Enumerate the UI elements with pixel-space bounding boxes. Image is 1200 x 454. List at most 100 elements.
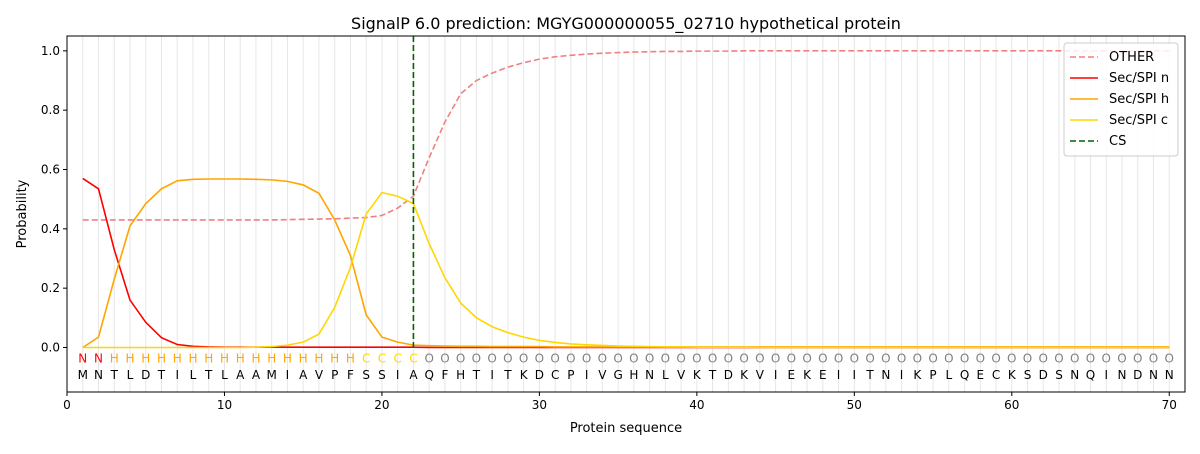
residue-letter: C [992,368,1000,382]
region-label: O [913,351,922,365]
series-line-4 [82,191,1170,349]
residue-letter: I [774,368,778,382]
residue-letter: N [1070,368,1079,382]
residue-letter: K [1008,368,1017,382]
y-tick-label: 0.8 [41,103,60,117]
residue-letter: P [567,368,574,382]
residue-letter: L [662,368,669,382]
x-tick-label: 0 [63,398,71,412]
x-tick-label: 70 [1162,398,1177,412]
residue-letter: L [221,368,228,382]
residue-letter: T [865,368,874,382]
region-label: O [424,351,433,365]
region-label: O [645,351,654,365]
x-tick-label: 50 [847,398,862,412]
residue-letter: D [724,368,733,382]
legend-label: Sec/SPI c [1109,113,1168,128]
region-label: O [598,351,607,365]
y-tick-label: 0.0 [41,341,60,355]
y-tick-label: 1.0 [41,44,60,58]
residue-letter: I [175,368,179,382]
region-label: O [519,351,528,365]
region-label: N [94,351,103,365]
residue-letter: I [490,368,494,382]
residue-letter: Q [424,368,433,382]
residue-letter: S [378,368,386,382]
region-label: O [724,351,733,365]
series-line-2 [82,177,1170,349]
region-label: H [141,351,150,365]
region-label: H [125,351,134,365]
y-tick-label: 0.6 [41,163,60,177]
region-label: H [251,351,260,365]
region-label: O [771,351,780,365]
residue-letter: L [945,368,952,382]
region-label: H [157,351,166,365]
residue-letter: T [503,368,512,382]
residue-letter: C [551,368,559,382]
region-label: O [802,351,811,365]
residue-letter: D [1039,368,1048,382]
legend-label: OTHER [1109,50,1154,65]
region-label: O [1117,351,1126,365]
residue-letter: T [472,368,481,382]
region-label: H [346,351,355,365]
residue-letter: A [252,368,261,382]
residue-letter: V [598,368,607,382]
region-label: O [1054,351,1063,365]
residue-letter: K [740,368,749,382]
region-label: O [1086,351,1095,365]
residue-letter: K [693,368,702,382]
region-label: O [881,351,890,365]
region-label: O [976,351,985,365]
region-label: O [755,351,764,365]
residue-letter: V [756,368,765,382]
series-lines [82,36,1170,349]
x-axis: 0 10 20 30 40 50 60 70 [63,392,1177,412]
x-tick-label: 40 [689,398,704,412]
residue-letter: Q [1086,368,1095,382]
region-label: O [487,351,496,365]
region-label: C [362,351,370,365]
sequence-gridlines [82,36,1170,392]
region-label: O [1165,351,1174,365]
series-line-3 [82,178,1170,349]
residue-letter: F [347,368,354,382]
region-label: O [991,351,1000,365]
region-label: O [944,351,953,365]
residue-letter: A [409,368,418,382]
region-label: H [299,351,308,365]
residue-letter: D [535,368,544,382]
region-label: O [850,351,859,365]
region-label: O [661,351,670,365]
region-label: O [1102,351,1111,365]
residue-letter: N [1149,368,1158,382]
residue-letter: V [315,368,324,382]
residue-letter: A [236,368,245,382]
region-label: O [1023,351,1032,365]
sequence-labels: NMNNHTHLHDHTHIHLHTHLHAHAHMHIHAHVHPHFCSCS… [78,351,1174,382]
legend-box [1063,42,1179,157]
region-label: H [173,351,182,365]
residue-letter: I [286,368,290,382]
region-label: O [440,351,449,365]
residue-letter: V [677,368,686,382]
region-label: O [472,351,481,365]
residue-letter: I [1104,368,1108,382]
region-label: O [708,351,717,365]
residue-letter: L [190,368,197,382]
region-label: O [1070,351,1079,365]
residue-letter: T [110,368,119,382]
region-label: O [1007,351,1016,365]
residue-letter: E [819,368,827,382]
residue-letter: K [913,368,922,382]
region-label: C [409,351,417,365]
residue-letter: M [267,368,277,382]
region-label: O [1149,351,1158,365]
region-label: O [629,351,638,365]
region-label: O [865,351,874,365]
residue-letter: I [853,368,857,382]
x-tick-label: 30 [532,398,547,412]
region-label: N [78,351,87,365]
